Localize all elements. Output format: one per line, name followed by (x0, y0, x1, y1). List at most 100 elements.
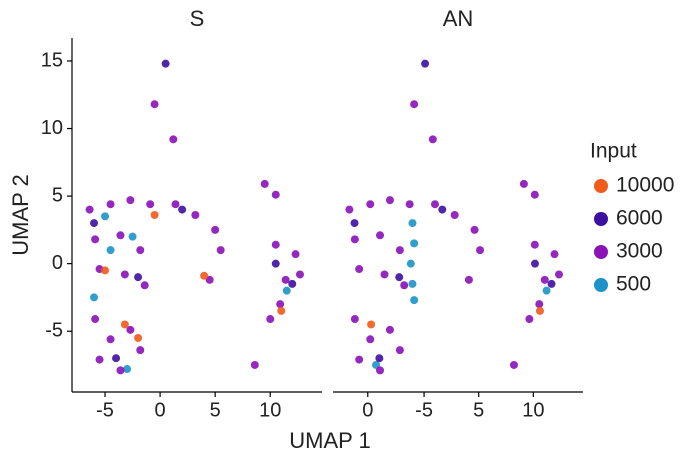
point (101, 212, 110, 221)
point (350, 235, 359, 244)
point (450, 211, 459, 219)
x-tick-label: -5 (415, 399, 433, 421)
x-tick-label: 5 (210, 399, 221, 421)
point (112, 354, 121, 363)
point (355, 355, 364, 364)
point (171, 200, 180, 209)
point (385, 196, 394, 205)
point (408, 219, 417, 228)
point (140, 281, 149, 290)
point (95, 355, 104, 364)
legend-label: 10000 (616, 174, 674, 197)
point (350, 315, 359, 324)
point (385, 325, 394, 334)
point (519, 179, 528, 188)
point (150, 100, 159, 109)
legend-marker (594, 245, 608, 259)
point (291, 250, 300, 259)
point (395, 346, 404, 355)
point (116, 231, 125, 240)
point (540, 275, 549, 284)
point (376, 366, 385, 375)
point (120, 320, 129, 329)
point (178, 205, 187, 214)
point (376, 231, 385, 240)
point (410, 296, 419, 305)
legend-label: 3000 (616, 240, 663, 263)
legend-marker (594, 278, 608, 292)
legend-label: 500 (616, 273, 651, 296)
point (276, 300, 285, 309)
point (282, 286, 291, 295)
point (281, 275, 290, 284)
point (169, 135, 178, 144)
point (106, 246, 115, 255)
point (345, 205, 354, 214)
y-tick-label: 5 (52, 184, 63, 206)
point (260, 179, 269, 188)
point (530, 190, 539, 199)
point (200, 271, 209, 280)
point (134, 273, 143, 282)
point (535, 306, 544, 315)
point (277, 306, 286, 315)
x-tick-label: 10 (259, 399, 281, 421)
point (542, 286, 551, 295)
x-axis-title: UMAP 1 (289, 428, 371, 453)
point (216, 246, 225, 255)
point (271, 240, 280, 249)
point (366, 200, 375, 209)
point (120, 270, 129, 279)
point (350, 219, 359, 228)
point (128, 232, 137, 241)
point (430, 200, 439, 209)
point (250, 360, 259, 369)
point (428, 135, 437, 144)
point (126, 196, 135, 205)
point (406, 259, 415, 268)
point (530, 259, 539, 268)
point (126, 325, 135, 334)
point (295, 270, 304, 279)
point (85, 205, 94, 214)
point (410, 239, 419, 248)
point (106, 335, 115, 344)
point (191, 211, 200, 219)
point (476, 246, 485, 255)
point (464, 275, 473, 284)
x-tick-label: 0 (155, 399, 166, 421)
point (123, 365, 132, 374)
point (421, 59, 430, 68)
point (205, 275, 214, 284)
point (271, 259, 280, 268)
point (134, 333, 143, 342)
x-tick-label: 5 (473, 399, 484, 421)
y-tick-label: 0 (52, 252, 63, 274)
y-tick-label: 10 (41, 117, 63, 139)
point (554, 270, 563, 279)
point (355, 265, 364, 274)
point (547, 279, 556, 288)
point (91, 235, 100, 244)
point (525, 315, 534, 324)
point (395, 246, 404, 255)
point (366, 335, 375, 344)
point (375, 354, 384, 363)
point (400, 281, 409, 290)
point (380, 270, 389, 279)
x-tick-label: 0 (362, 399, 373, 421)
point (367, 320, 376, 329)
x-tick-label: -5 (96, 399, 114, 421)
point (146, 200, 155, 209)
point (509, 360, 518, 369)
point (106, 200, 115, 209)
facet-title: AN (443, 6, 474, 31)
point (116, 366, 125, 375)
y-axis-title: UMAP 2 (8, 174, 33, 256)
legend-marker (594, 179, 608, 193)
point (150, 211, 159, 219)
point (271, 190, 280, 199)
point (136, 346, 145, 355)
legend-label: 6000 (616, 207, 663, 230)
